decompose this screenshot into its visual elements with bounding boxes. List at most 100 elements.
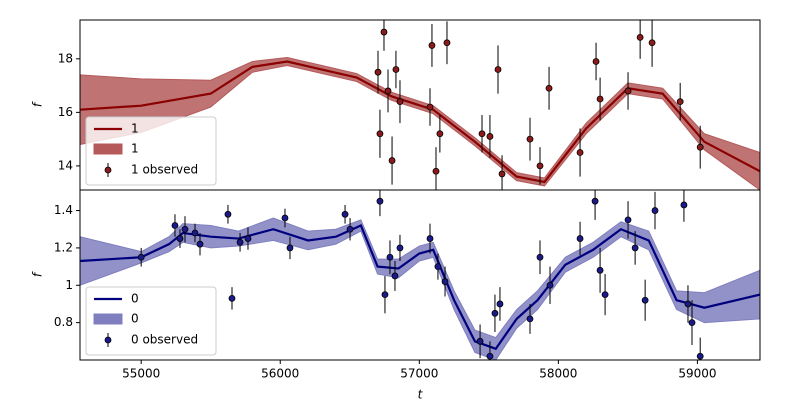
observed-point [624,87,632,95]
observed-point [426,235,434,242]
y-tick-label: 1.2 [54,240,73,254]
observed-point [526,315,534,323]
observed-point [486,133,494,140]
legend-patch [93,313,123,325]
observed-point [176,235,184,242]
x-axis-label: t [418,388,424,400]
observed-point [386,253,394,261]
observed-point [281,214,289,222]
observed-point [441,278,449,285]
legend-label: 0 [131,312,139,326]
axes-frame [79,189,761,361]
observed-point [376,130,384,138]
fit-line [80,60,760,184]
observed-point [491,309,499,317]
observed-point [374,68,382,76]
observed-point [526,135,534,143]
x-tick-label: 58000 [539,367,577,381]
observed-point [592,58,600,65]
y-tick-label: 0.8 [54,315,73,329]
confidence-band [80,217,760,360]
observed-point [631,244,639,252]
observed-point [596,266,604,274]
x-tick-label: 55000 [122,367,160,381]
observed-point [341,210,349,218]
observed-point [346,225,354,233]
observed-point [224,210,232,218]
legend-box [85,116,217,186]
plot-area [80,190,760,360]
observed-point [228,294,236,302]
observed-point [137,253,145,261]
fit-line [80,224,760,351]
legend-label: 1 [131,142,139,156]
x-tick-label: 59000 [678,367,716,381]
observed-point [536,253,544,261]
observed-point [601,291,609,299]
confidence-band [80,56,760,190]
observed-point [396,98,404,106]
observed-point [648,39,656,47]
observed-point [236,238,244,246]
observed-point [384,87,392,95]
observed-point [426,103,434,111]
observed-point [696,143,704,151]
observed-point [498,170,506,178]
observed-point [591,197,599,205]
observed-point [443,39,451,47]
y-axis-label: f [31,101,45,107]
observed-point [436,130,444,138]
observed-point [680,201,688,209]
observed-point [546,281,554,289]
y-tick-label: 14 [58,158,73,172]
legend-point [104,336,112,344]
observed-point [636,34,644,41]
observed-point [432,167,440,175]
legend-point [104,166,112,174]
observed-point [391,272,399,280]
observed-point [496,300,504,308]
observed-point [244,235,252,242]
observed-point [388,157,396,164]
y-tick-label: 16 [58,105,73,119]
observed-point [641,296,649,304]
observed-point [576,235,584,242]
observed-point [286,244,294,252]
observed-point [171,222,179,229]
x-tick-label: 57000 [400,367,438,381]
legend-label: 0 observed [131,333,198,347]
observed-point [651,207,659,214]
observed-point [676,98,684,106]
observed-point [688,319,696,327]
observed-point [196,240,204,248]
legend-label: 1 [131,122,139,136]
observed-point [494,66,502,73]
legend-label: 1 observed [131,163,198,177]
y-tick-label: 1 [65,278,73,292]
observed-point [381,291,389,299]
observed-point [624,216,632,224]
observed-point [191,229,199,237]
observed-point [596,95,604,103]
observed-point [396,244,404,252]
observed-point [684,300,692,308]
y-tick-label: 1.4 [54,203,73,217]
observed-point [380,28,388,36]
observed-point [478,130,486,138]
legend-patch [93,143,123,155]
observed-point [376,197,384,205]
observed-point [476,337,484,345]
observed-point [545,84,553,92]
plot-area [80,20,760,190]
observed-point [486,352,494,360]
y-tick-label: 18 [58,51,73,65]
observed-point [434,263,442,270]
observed-point [428,42,436,49]
observed-point [181,225,189,233]
legend-box [85,286,217,356]
observed-point [576,149,584,156]
x-tick-label: 56000 [261,367,299,381]
observed-point [696,352,704,360]
observed-point [536,162,544,170]
